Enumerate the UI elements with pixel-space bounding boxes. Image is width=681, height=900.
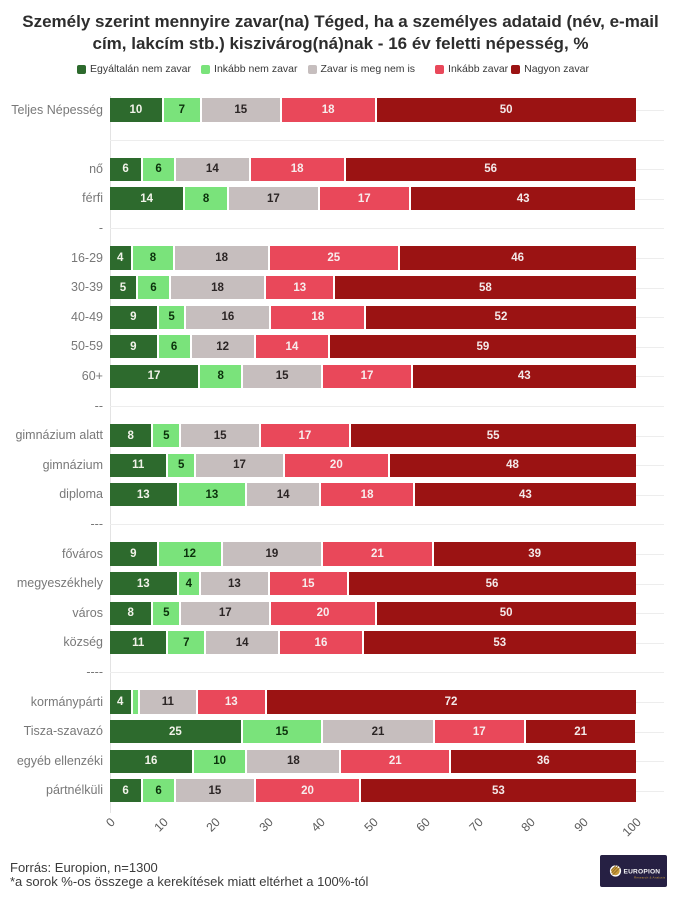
- svg-text:Research & Analysis: Research & Analysis: [634, 876, 666, 880]
- svg-text:EUROPION: EUROPION: [624, 869, 661, 876]
